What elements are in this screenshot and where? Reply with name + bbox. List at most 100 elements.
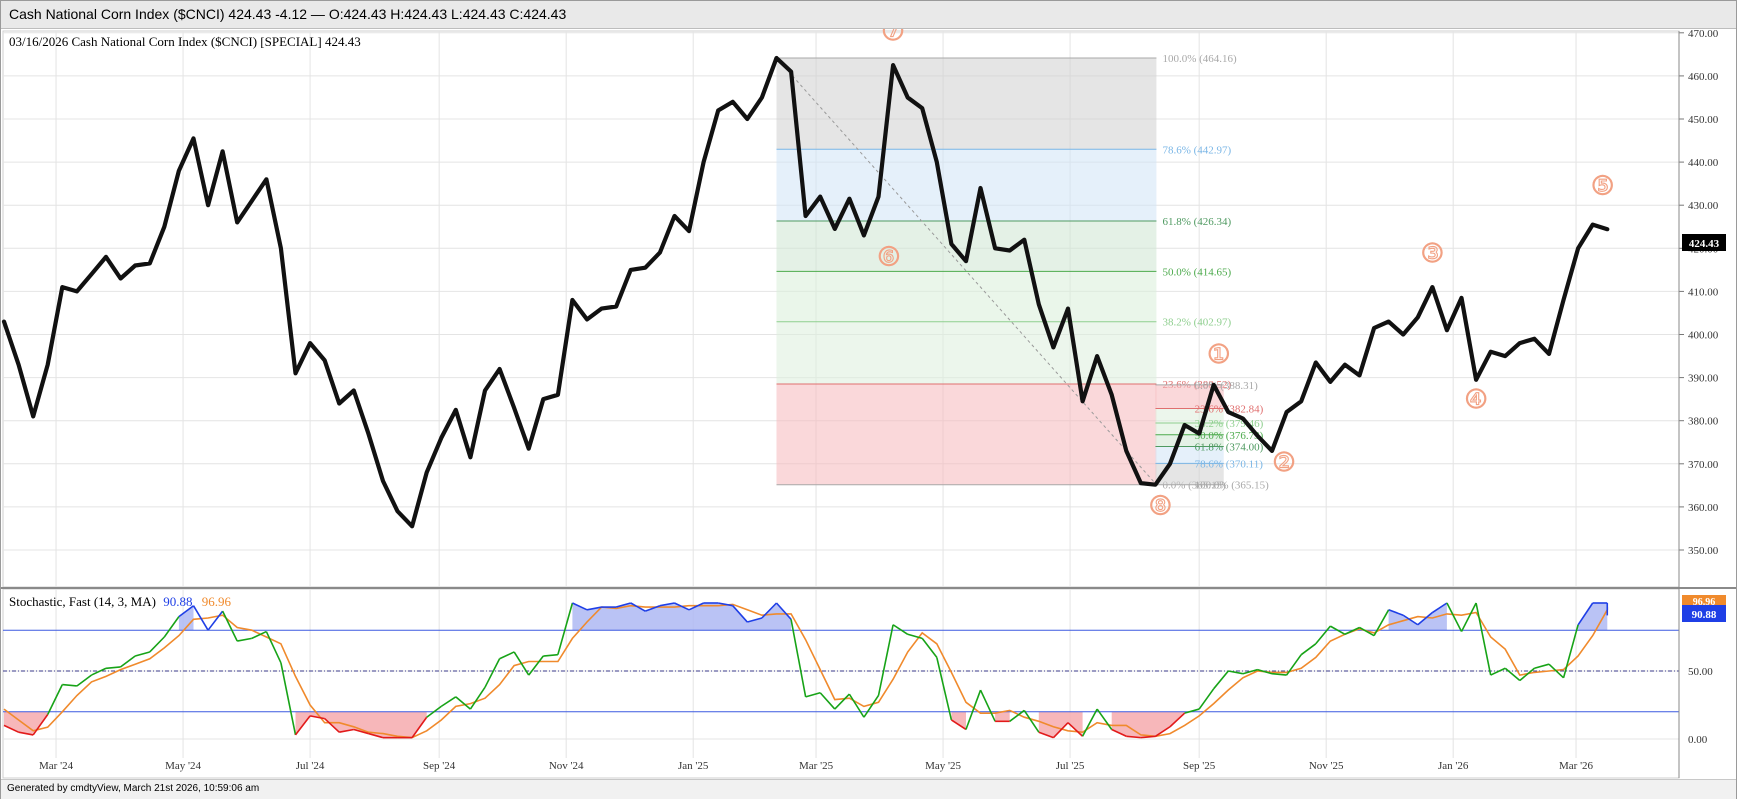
date-tick-label: Jul '25 — [1056, 760, 1085, 772]
stoch-k-segment — [163, 616, 180, 638]
stoch-k-segment — [207, 610, 224, 631]
stoch-k-segment — [1009, 709, 1025, 722]
fib-level-label: 100.0% (365.15) — [1195, 480, 1270, 492]
date-tick-label: Jul '24 — [296, 760, 325, 772]
stoch-k-segment — [1359, 626, 1375, 637]
price-tick-label: 440.00 — [1688, 157, 1719, 169]
stoch-k-segment — [1285, 654, 1302, 676]
stoch-k-segment — [718, 602, 733, 607]
footer-text: Generated by cmdtyView, March 21st 2026,… — [7, 783, 260, 794]
price-tick-label: 390.00 — [1688, 373, 1719, 385]
stoch-k-segment — [47, 684, 64, 715]
stoch-k-segment — [907, 633, 923, 640]
fib-level-label: 0.0% (388.31) — [1195, 380, 1259, 392]
title-bar: Cash National Corn Index ($CNCI) 424.43 … — [1, 1, 1736, 29]
stoch-k-segment — [499, 651, 515, 660]
stoch-k-segment — [1388, 609, 1404, 616]
stoch-k-segment — [484, 658, 501, 688]
stoch-k-segment — [1271, 672, 1287, 676]
stoch-k-segment — [1460, 602, 1477, 632]
stoch-k-segment — [440, 696, 457, 708]
wave-label: ④ — [1464, 384, 1487, 414]
stoch-k-segment — [848, 693, 865, 718]
stoch-k-segment — [790, 619, 807, 697]
fib-level-label: 50.0% (376.73) — [1195, 430, 1264, 442]
fib-level-label: 78.6% (442.97) — [1162, 144, 1231, 156]
fib1-band — [776, 271, 1157, 322]
price-tick-label: 370.00 — [1688, 459, 1719, 471]
stoch-k-segment — [1344, 626, 1360, 636]
stoch-k-segment — [732, 605, 748, 623]
chart-canvas[interactable]: 100.0% (464.16) 78.6% (442.97) 61.8% (426.… — [1, 29, 1736, 779]
stoch-k-segment — [761, 602, 778, 619]
stoch-tick-label: 50.00 — [1688, 666, 1713, 678]
stoch-k-badge-label: 90.88 — [1692, 609, 1717, 621]
stochastic-panel — [3, 602, 1679, 739]
stoch-header-label: Stochastic, Fast (14, 3, MA) — [9, 594, 156, 609]
stoch-k-segment — [659, 602, 675, 607]
stoch-k-segment — [819, 692, 836, 710]
stoch-k-segment — [1315, 625, 1331, 645]
oversold-fill — [1111, 711, 1185, 738]
stoch-k-segment — [1373, 609, 1390, 637]
stoch-k-segment — [1081, 708, 1098, 737]
stoch-k-segment — [1300, 643, 1317, 656]
date-tick-label: May '24 — [165, 760, 201, 772]
stoch-k-segment — [339, 728, 354, 733]
stoch-k-segment — [324, 718, 340, 733]
stoch-k-segment — [76, 674, 92, 687]
oversold-fill — [1038, 711, 1083, 738]
stoch-k-segment — [877, 624, 894, 696]
price-series — [1, 55, 1610, 529]
price-tick-label: 470.00 — [1688, 29, 1719, 40]
svg-text:Stochastic, Fast (14, 3, MA): Stochastic, Fast (14, 3, MA) 90.88 96.96 — [9, 594, 231, 609]
fib-level-label: 61.8% (374.00) — [1195, 442, 1264, 454]
stoch-k-segment — [586, 606, 602, 611]
stoch-k-segment — [1329, 625, 1346, 635]
stoch-k-segment — [863, 695, 880, 718]
fib1-band — [776, 149, 1157, 221]
stoch-k-segment — [805, 691, 821, 698]
stoch-k-segment — [1475, 602, 1492, 676]
stoch-d-value: 96.96 — [202, 594, 232, 609]
fib1-band — [776, 321, 1157, 384]
stoch-k-segment — [674, 602, 690, 611]
price-tick-label: 430.00 — [1688, 200, 1719, 212]
stoch-k-segment — [1504, 667, 1521, 682]
fib1-trendline — [776, 57, 1157, 486]
stoch-k-segment — [426, 705, 442, 718]
stoch-k-segment — [221, 610, 238, 642]
date-tick-label: Nov '25 — [1309, 760, 1344, 772]
wave-label: ⑤ — [1591, 171, 1614, 201]
wave-label: ⑦ — [881, 29, 904, 46]
stoch-k-segment — [134, 651, 150, 657]
stoch-d-badge-label: 96.96 — [1693, 597, 1716, 608]
stoch-k-segment — [892, 624, 909, 635]
date-tick-label: Mar '26 — [1559, 760, 1594, 772]
stoch-k-segment — [1228, 670, 1244, 675]
price-tick-label: 350.00 — [1688, 545, 1719, 557]
price-tick-label: 450.00 — [1688, 114, 1719, 126]
stoch-k-segment — [455, 696, 471, 710]
stoch-k-segment — [1184, 708, 1200, 714]
wave-label: ① — [1207, 339, 1230, 369]
stoch-k-segment — [1417, 611, 1433, 626]
stoch-k-segment — [1402, 614, 1419, 626]
stoch-k-segment — [645, 604, 661, 612]
fib-level-label: 38.2% (402.97) — [1162, 317, 1231, 329]
stoch-k-segment — [1126, 735, 1141, 739]
stoch-k-segment — [834, 693, 850, 710]
stoch-k-segment — [1490, 667, 1506, 676]
date-tick-label: Jan '26 — [1438, 760, 1469, 772]
price-line — [1, 55, 1610, 529]
stoch-k-value: 90.88 — [163, 594, 192, 609]
date-tick-label: Nov '24 — [549, 760, 584, 772]
stoch-k-segment — [1446, 602, 1463, 632]
stoch-k-segment — [528, 655, 544, 676]
stoch-k-segment — [178, 605, 194, 618]
wave-labels: ① ② ③ ④ ⑤ ⑥ ⑦ ⑧ — [877, 29, 1615, 521]
stoch-k-segment — [3, 724, 19, 733]
stoch-k-segment — [950, 719, 967, 731]
stoch-k-segment — [280, 662, 297, 736]
